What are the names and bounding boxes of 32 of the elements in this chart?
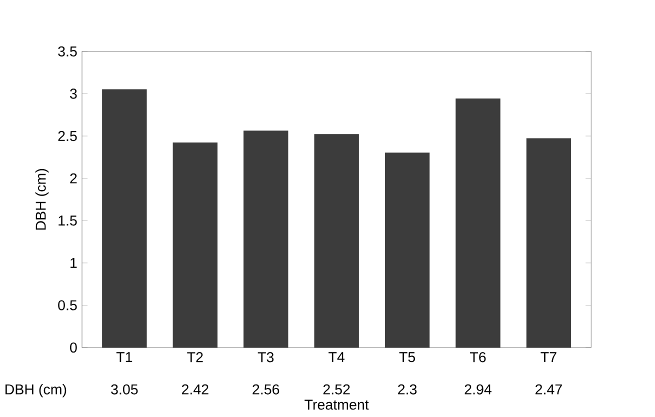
- bar: [526, 138, 572, 348]
- y-tick-label: 2: [70, 173, 77, 184]
- x-tick-label: T5: [399, 352, 416, 362]
- bar: [172, 142, 218, 348]
- x-tick-label: T4: [328, 352, 344, 362]
- data-label: 2.3: [398, 384, 417, 394]
- x-tick-label: T1: [116, 352, 132, 362]
- data-label: 2.47: [536, 384, 562, 394]
- y-axis-title: DBH (cm): [35, 169, 49, 230]
- x-tick-label: T3: [258, 352, 274, 362]
- bar: [384, 152, 430, 348]
- bar: [456, 98, 500, 348]
- data-label: 2.52: [323, 384, 350, 394]
- bar: [102, 89, 147, 348]
- x-tick-label: T2: [187, 352, 203, 362]
- data-label: 2.42: [182, 384, 208, 394]
- y-tick-label: 0: [70, 342, 77, 353]
- y-tick-label: 3: [70, 88, 77, 99]
- x-tick-label: T7: [540, 352, 556, 362]
- x-axis-title: Treatment: [304, 400, 369, 410]
- bar: [314, 134, 359, 348]
- data-label: 2.56: [252, 384, 280, 394]
- y-tick-label: 3.5: [58, 46, 77, 56]
- x-tick-label: T6: [470, 352, 486, 362]
- y-tick-label: 0.5: [58, 300, 77, 310]
- bar: [244, 130, 288, 348]
- data-label: 2.94: [464, 384, 492, 394]
- y-tick-label: 1: [70, 258, 77, 268]
- y-tick-label: 1.5: [58, 216, 77, 226]
- y-tick-label: 2.5: [58, 131, 77, 142]
- data-label: 3.05: [111, 384, 138, 394]
- text: DBH (cm): [6, 384, 66, 398]
